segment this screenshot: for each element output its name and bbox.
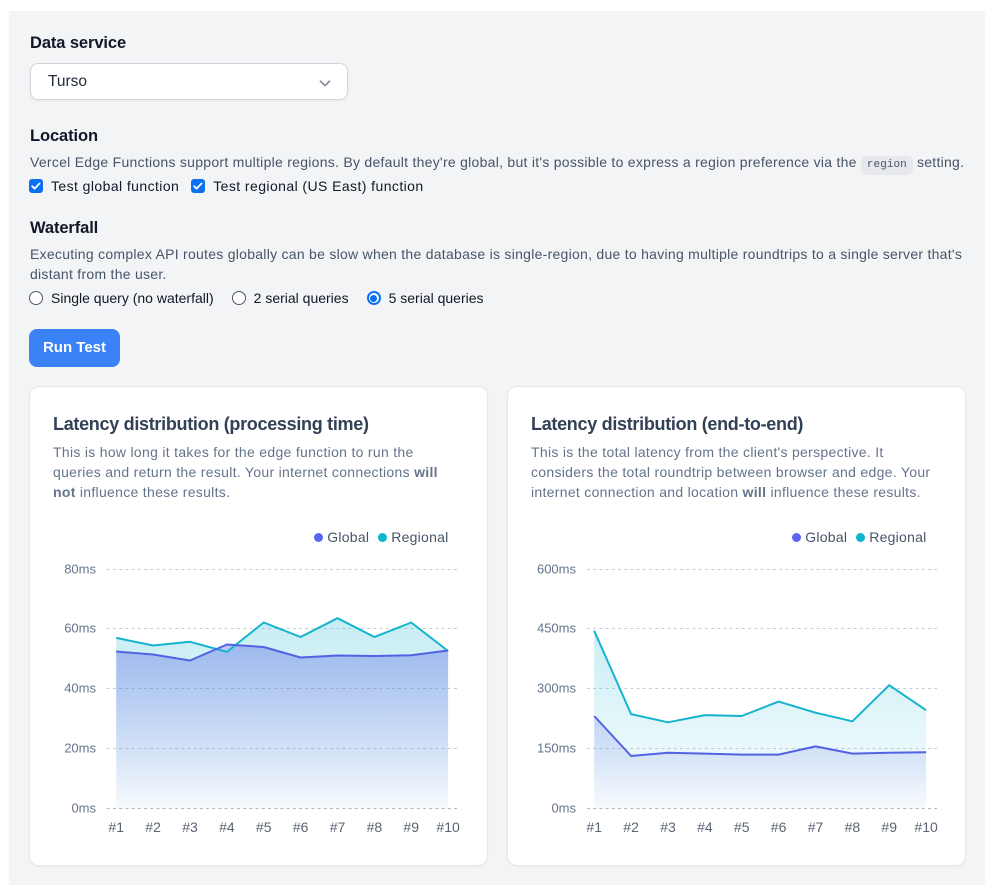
svg-text:40ms: 40ms bbox=[64, 680, 96, 695]
svg-text:#10: #10 bbox=[436, 819, 460, 835]
svg-text:#9: #9 bbox=[403, 819, 419, 835]
svg-text:60ms: 60ms bbox=[64, 620, 96, 635]
svg-text:20ms: 20ms bbox=[64, 740, 96, 755]
svg-text:#9: #9 bbox=[881, 819, 897, 835]
svg-text:#3: #3 bbox=[660, 819, 676, 835]
svg-text:450ms: 450ms bbox=[537, 620, 577, 635]
svg-text:#5: #5 bbox=[734, 819, 750, 835]
svg-text:80ms: 80ms bbox=[64, 561, 96, 576]
svg-text:#1: #1 bbox=[108, 819, 124, 835]
svg-text:0ms: 0ms bbox=[71, 800, 96, 815]
svg-text:#10: #10 bbox=[914, 819, 938, 835]
svg-text:#1: #1 bbox=[586, 819, 602, 835]
svg-text:150ms: 150ms bbox=[537, 740, 577, 755]
svg-text:#5: #5 bbox=[256, 819, 272, 835]
svg-text:#8: #8 bbox=[845, 819, 861, 835]
svg-text:#2: #2 bbox=[623, 819, 639, 835]
svg-text:#4: #4 bbox=[697, 819, 713, 835]
svg-text:#7: #7 bbox=[330, 819, 346, 835]
svg-text:#8: #8 bbox=[367, 819, 383, 835]
svg-text:#6: #6 bbox=[293, 819, 309, 835]
svg-text:#7: #7 bbox=[808, 819, 824, 835]
svg-text:#2: #2 bbox=[145, 819, 161, 835]
svg-text:#3: #3 bbox=[182, 819, 198, 835]
svg-text:300ms: 300ms bbox=[537, 680, 577, 695]
svg-text:0ms: 0ms bbox=[551, 800, 576, 815]
svg-text:#4: #4 bbox=[219, 819, 235, 835]
svg-text:#6: #6 bbox=[771, 819, 787, 835]
svg-text:600ms: 600ms bbox=[537, 561, 577, 576]
